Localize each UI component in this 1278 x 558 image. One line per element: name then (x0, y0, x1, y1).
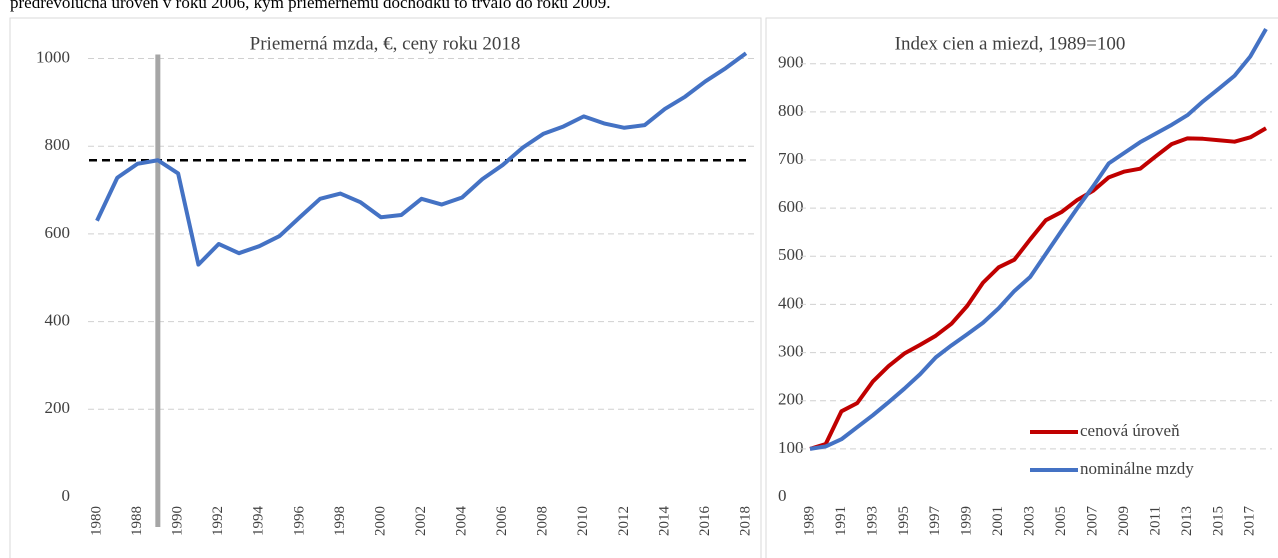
y-tick-label: 300 (778, 341, 804, 360)
legend-label: nominálne mzdy (1080, 459, 1194, 478)
x-tick-label: 2006 (494, 506, 510, 537)
x-tick-label: 1999 (959, 506, 975, 536)
x-tick-label: 1989 (801, 506, 817, 536)
x-tick-label: 1998 (332, 506, 348, 536)
panel-border (765, 17, 1278, 558)
legend-label: cenová úroveň (1080, 421, 1180, 440)
x-tick-label: 1997 (927, 506, 943, 537)
y-tick-label: 100 (778, 438, 804, 457)
y-tick-label: 200 (778, 390, 804, 409)
x-tick-label: 2018 (737, 506, 753, 536)
x-tick-label: 2008 (535, 506, 551, 536)
y-tick-label: 400 (778, 293, 804, 312)
x-tick-label: 2001 (990, 506, 1006, 536)
data-line (809, 126, 1268, 451)
x-tick-label: 1990 (170, 506, 186, 536)
x-tick-label: 2009 (1116, 506, 1132, 536)
x-tick-label: 2011 (1147, 506, 1163, 535)
y-tick-label: 600 (45, 223, 71, 242)
y-tick-label: 900 (778, 53, 804, 72)
x-tick-label: 2017 (1242, 506, 1258, 537)
panel-border (9, 17, 762, 558)
y-tick-label: 800 (45, 135, 71, 154)
x-tick-label: 2005 (1053, 506, 1069, 536)
x-tick-label: 2003 (1022, 506, 1038, 536)
x-tick-label: 2013 (1179, 506, 1195, 536)
chart-title: Index cien a miezd, 1989=100 (895, 33, 1126, 54)
x-tick-label: 2014 (656, 506, 672, 537)
y-tick-label: 700 (778, 149, 804, 168)
x-tick-label: 1993 (864, 506, 880, 536)
y-tick-label: 600 (778, 197, 804, 216)
x-tick-label: 1992 (210, 506, 226, 536)
y-tick-label: 800 (778, 101, 804, 120)
y-tick-label: 200 (45, 398, 71, 417)
x-tick-label: 1994 (251, 506, 267, 537)
x-tick-label: 1980 (88, 506, 104, 536)
x-tick-label: 1996 (291, 506, 307, 537)
y-tick-label: 400 (45, 311, 71, 330)
y-tick-label: 500 (778, 245, 804, 264)
data-line (95, 51, 748, 267)
x-tick-label: 2012 (616, 506, 632, 536)
chart-title: Priemerná mzda, €, ceny roku 2018 (250, 33, 521, 54)
y-tick-label: 0 (62, 486, 71, 505)
x-tick-label: 2000 (372, 506, 388, 536)
y-tick-label: 0 (778, 486, 787, 505)
y-tick-label: 1000 (36, 47, 70, 66)
x-tick-label: 1995 (896, 506, 912, 536)
x-tick-label: 2010 (575, 506, 591, 536)
caption: predrevolučná úroveň v roku 2006, kým pr… (10, 0, 611, 12)
x-tick-label: 2004 (454, 506, 470, 537)
x-tick-label: 2015 (1210, 506, 1226, 536)
x-tick-label: 1991 (833, 506, 849, 536)
x-tick-label: 2007 (1084, 506, 1100, 537)
x-tick-label: 2002 (413, 506, 429, 536)
x-tick-label: 2016 (697, 506, 713, 537)
x-tick-label: 1988 (129, 506, 145, 536)
data-line (809, 28, 1268, 451)
